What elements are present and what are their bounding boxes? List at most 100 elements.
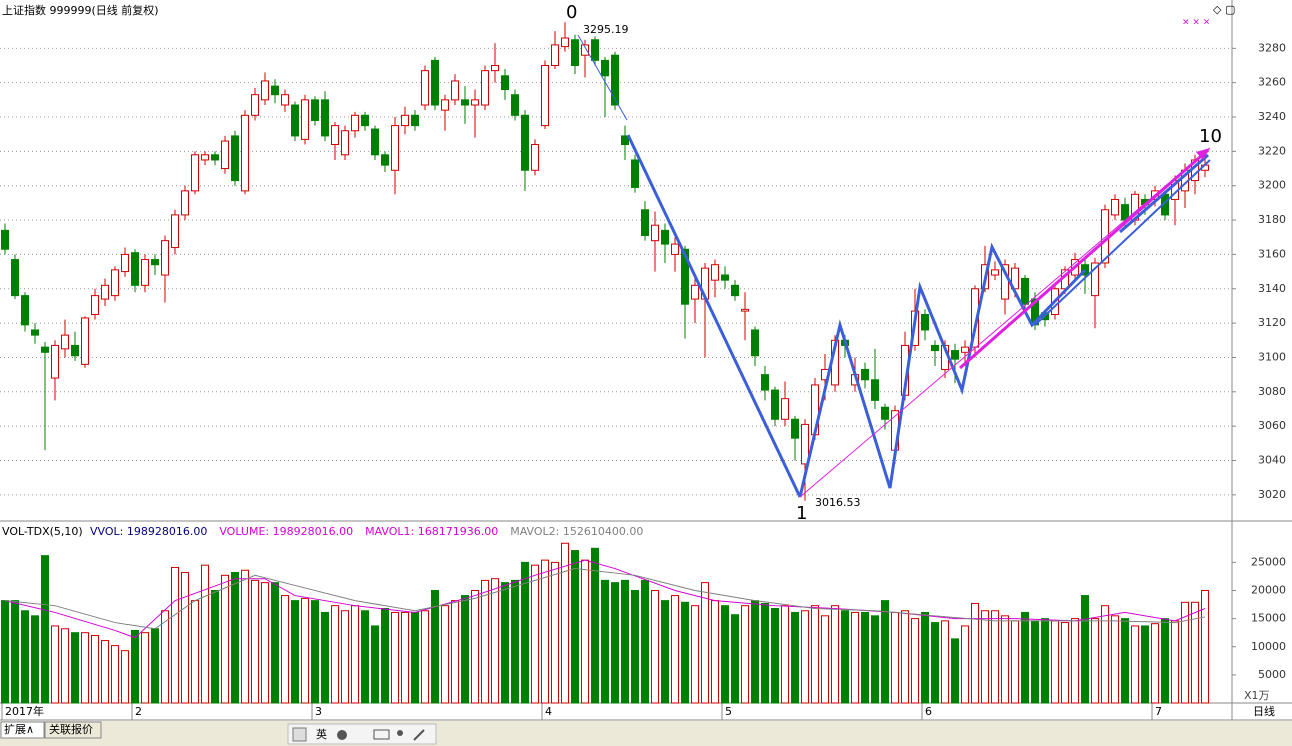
candle-body bbox=[371, 128, 379, 156]
volume-bar bbox=[761, 602, 769, 704]
volume-bar bbox=[1201, 590, 1209, 704]
candle-body bbox=[201, 154, 209, 161]
volume-bar bbox=[1141, 625, 1149, 704]
ime-icon[interactable] bbox=[337, 730, 347, 740]
candle-body bbox=[991, 269, 999, 276]
tab[interactable] bbox=[44, 721, 102, 739]
candle-body bbox=[661, 229, 669, 245]
candle-body bbox=[651, 224, 659, 242]
trend-arrow bbox=[1119, 153, 1209, 234]
volume-bar bbox=[991, 610, 999, 704]
volume-bar bbox=[861, 611, 869, 704]
candle-body bbox=[471, 99, 479, 106]
tab[interactable] bbox=[0, 721, 45, 739]
candle-body bbox=[571, 39, 579, 67]
price-label: 3295.19 bbox=[583, 23, 629, 36]
ime-icon[interactable] bbox=[397, 730, 403, 736]
candle-body bbox=[1091, 262, 1099, 297]
volume-bar bbox=[1051, 620, 1059, 704]
unit-label: X1万 bbox=[1244, 689, 1270, 702]
volume-bar bbox=[71, 632, 79, 704]
ime-toolbar[interactable] bbox=[287, 723, 437, 745]
tab-label[interactable]: 关联报价 bbox=[49, 722, 93, 736]
moving-average-line bbox=[4, 568, 1206, 630]
volume-bar bbox=[1161, 618, 1169, 704]
candle-body bbox=[231, 135, 239, 182]
tab-label[interactable]: 扩展∧ bbox=[4, 722, 34, 736]
volume-bar bbox=[131, 629, 139, 704]
volume-bar bbox=[161, 610, 169, 704]
candle-body bbox=[881, 406, 889, 420]
volume-bar bbox=[111, 645, 119, 704]
volume-bar bbox=[521, 561, 529, 704]
volume-bar bbox=[411, 611, 419, 704]
candle-body bbox=[241, 114, 249, 192]
candle-body bbox=[21, 295, 29, 326]
candle-body bbox=[771, 389, 779, 420]
candle-body bbox=[361, 114, 369, 127]
candle-body bbox=[271, 85, 279, 96]
candle-body bbox=[31, 329, 39, 336]
candle-body bbox=[381, 154, 389, 166]
volume-bar bbox=[181, 572, 189, 704]
y-tick-label: 3040 bbox=[1258, 453, 1286, 466]
volume-bar bbox=[431, 590, 439, 704]
volume-bar bbox=[821, 615, 829, 704]
x-tick-label: 3 bbox=[315, 705, 322, 718]
ime-icon[interactable] bbox=[373, 729, 390, 740]
volume-bar bbox=[981, 610, 989, 704]
volume-bar bbox=[151, 628, 159, 704]
volume-bar bbox=[311, 600, 319, 704]
ime-mode[interactable]: 英 bbox=[316, 727, 327, 741]
volume-bar bbox=[841, 610, 849, 704]
volume-bar bbox=[771, 608, 779, 704]
ime-icon[interactable] bbox=[292, 727, 307, 742]
x-tick-label: 2017年 bbox=[5, 704, 44, 718]
volume-bar bbox=[81, 632, 89, 704]
volume-bar bbox=[141, 632, 149, 704]
volume-bar bbox=[11, 600, 19, 704]
volume-bar bbox=[341, 610, 349, 704]
candle-body bbox=[751, 329, 759, 357]
candle-body bbox=[211, 154, 219, 161]
volume-bar bbox=[1, 600, 9, 704]
volume-bar bbox=[911, 618, 919, 704]
candle-body bbox=[451, 80, 459, 101]
candle-body bbox=[281, 94, 289, 106]
candle-body bbox=[111, 269, 119, 297]
volume-bar bbox=[631, 590, 639, 704]
candle-body bbox=[101, 284, 109, 300]
candle-body bbox=[411, 114, 419, 127]
window-buttons[interactable]: ◇ ▢ bbox=[1213, 3, 1235, 16]
volume-bar bbox=[501, 582, 509, 704]
volume-bar bbox=[481, 579, 489, 704]
candle-body bbox=[251, 94, 259, 116]
volume-bar bbox=[731, 614, 739, 704]
volume-bar bbox=[31, 615, 39, 704]
candle-body bbox=[131, 252, 139, 286]
volume-bar bbox=[91, 635, 99, 704]
volume-bar bbox=[251, 579, 259, 704]
candle-body bbox=[561, 37, 569, 48]
volume-bar bbox=[551, 561, 559, 704]
y-tick-label: 3140 bbox=[1258, 282, 1286, 295]
candle-body bbox=[321, 99, 329, 137]
candle-body bbox=[121, 253, 129, 273]
indicator-label: MAVOL2: 152610400.00 bbox=[510, 525, 643, 538]
indicator-label: MAVOL1: 168171936.00 bbox=[365, 525, 498, 538]
ime-icon[interactable] bbox=[413, 729, 425, 741]
volume-bar bbox=[1111, 615, 1119, 704]
volume-bar bbox=[1181, 601, 1189, 704]
volume-bar bbox=[1151, 623, 1159, 704]
candle-body bbox=[711, 264, 719, 281]
candle-body bbox=[801, 423, 809, 465]
volume-bar bbox=[691, 605, 699, 704]
candle-body bbox=[621, 135, 629, 146]
volume-bar bbox=[271, 582, 279, 704]
volume-bar bbox=[971, 602, 979, 704]
indicator-label: VOLUME: 198928016.00 bbox=[219, 525, 353, 538]
volume-bar bbox=[601, 579, 609, 704]
volume-bar bbox=[531, 564, 539, 704]
volume-bar bbox=[671, 595, 679, 704]
candle-body bbox=[741, 308, 749, 312]
